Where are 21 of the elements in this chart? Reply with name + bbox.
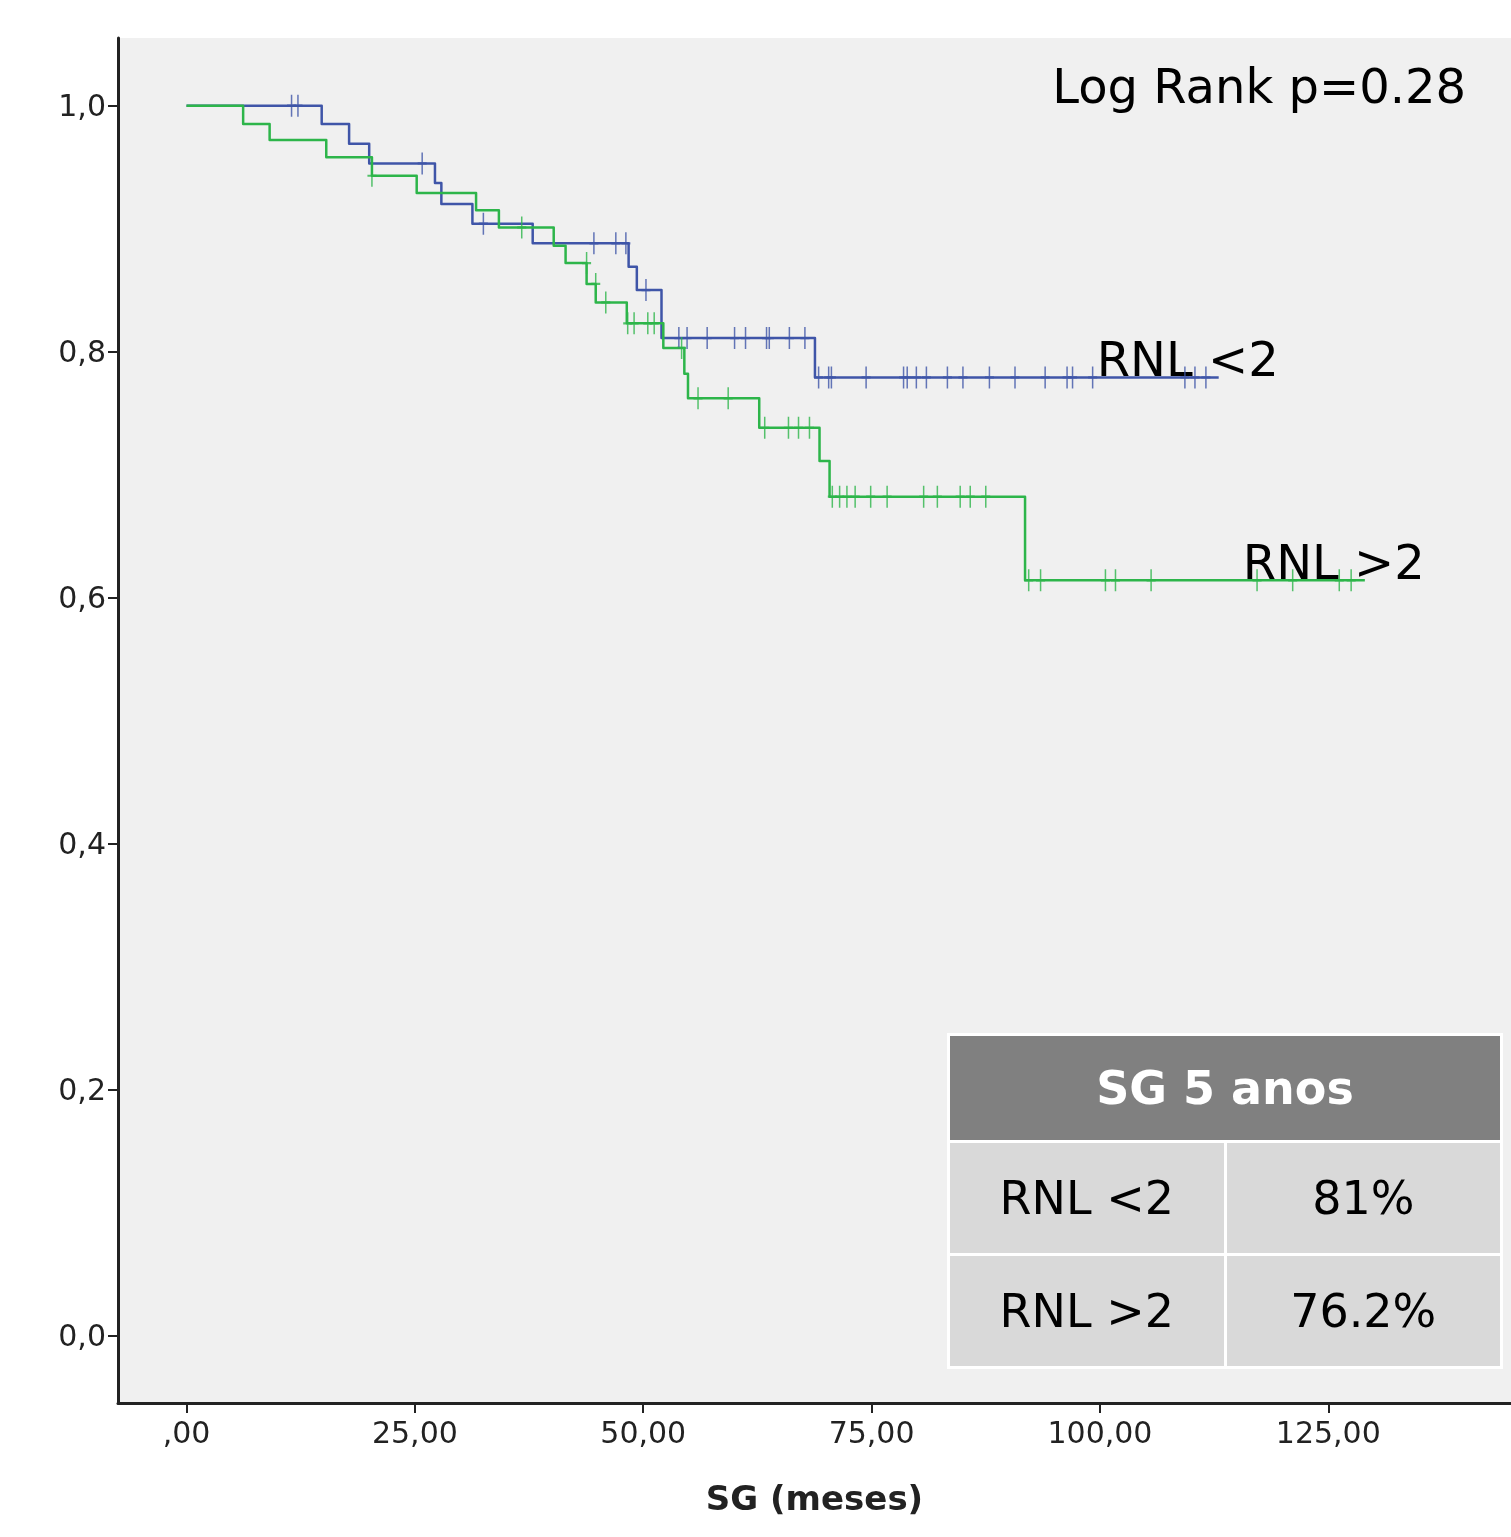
annotation: 81% bbox=[1225, 1141, 1502, 1255]
x-tick-label: 25,00 bbox=[371, 1414, 458, 1450]
x-axis-title: SG (meses) bbox=[705, 1478, 924, 1518]
series-label: RNL >2 bbox=[1242, 534, 1425, 591]
y-tick-label: 0,6 bbox=[58, 580, 106, 616]
series-label: RNL <2 bbox=[1096, 331, 1279, 388]
y-tick-label: 0,8 bbox=[58, 334, 106, 370]
x-tick-label: 50,00 bbox=[600, 1414, 687, 1450]
y-tick-label: 0,2 bbox=[58, 1071, 106, 1107]
x-tick-label: 125,00 bbox=[1275, 1414, 1381, 1450]
annotation: RNL <2 bbox=[948, 1141, 1225, 1255]
y-tick-label: 1,0 bbox=[58, 88, 106, 124]
x-tick-label: 100,00 bbox=[1047, 1414, 1153, 1450]
x-tick-label: 75,00 bbox=[828, 1414, 915, 1450]
annotation: RNL >2 bbox=[948, 1254, 1225, 1368]
annotation: Log Rank p=0.28 bbox=[1052, 58, 1467, 114]
annotation: 76.2% bbox=[1225, 1254, 1502, 1368]
y-tick-label: 0,4 bbox=[58, 825, 106, 861]
x-tick-label: ,00 bbox=[162, 1414, 211, 1450]
annotation: SG 5 anos bbox=[948, 1034, 1502, 1142]
y-tick-label: 0,0 bbox=[58, 1317, 106, 1353]
